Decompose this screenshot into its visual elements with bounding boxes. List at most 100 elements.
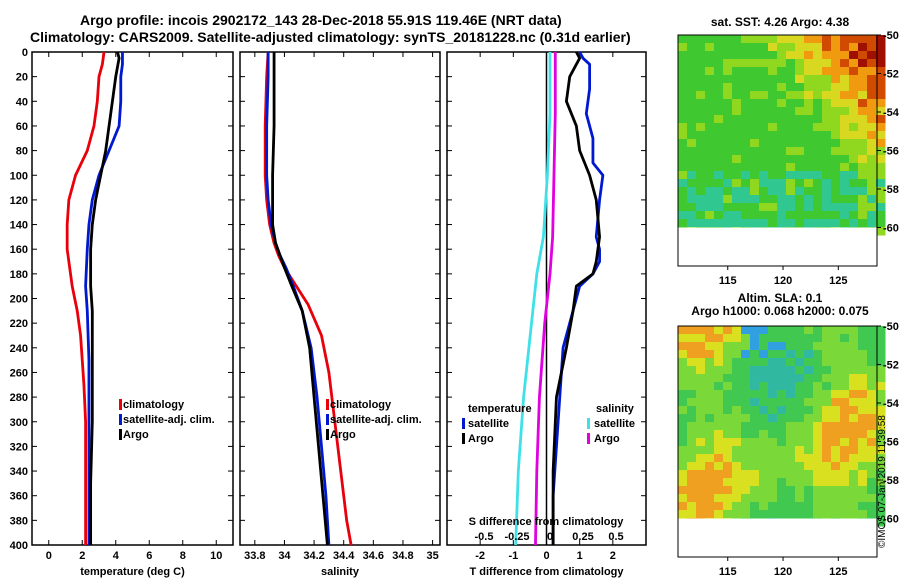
legend-swatch-temperature [119, 429, 122, 440]
sla-map-cell [813, 350, 823, 359]
sla-map-cell [804, 502, 814, 511]
sst-map-cell [768, 123, 778, 132]
sla-map-cell [750, 478, 760, 487]
sla-map-cell [705, 454, 715, 463]
sla-map-cell [678, 326, 688, 335]
sla-map-cell [822, 502, 832, 511]
series-line-difference-s-satellite [514, 52, 552, 546]
s-diff-tick-label: 0.5 [608, 531, 623, 543]
sla-map-cell [696, 406, 706, 415]
sst-map-cell [840, 171, 850, 180]
sst-map-cell [840, 35, 850, 44]
sla-map-cell [723, 398, 733, 407]
sst-map-cell [795, 195, 805, 204]
sla-map-cell [813, 462, 823, 471]
sst-map-cell [876, 83, 886, 92]
sla-map-cell [687, 446, 697, 455]
sla-map-cell [687, 486, 697, 495]
sst-map-cell [777, 139, 787, 148]
sla-map-cell [795, 398, 805, 407]
sst-map-cell [795, 219, 805, 228]
sst-map-cell [768, 115, 778, 124]
sla-map-cell [768, 414, 778, 423]
sst-map-cell [741, 91, 751, 100]
sla-map-cell [831, 486, 841, 495]
x-tick-label-temperature: 0 [46, 550, 52, 562]
sla-map-cell [849, 454, 859, 463]
sst-map-cell [750, 171, 760, 180]
sla-map-cell [867, 334, 877, 343]
sst-map-cell [678, 131, 688, 140]
x-tick-label-salinity: 34.8 [392, 550, 413, 562]
sla-map-cell [777, 502, 787, 511]
sst-map-cell [750, 139, 760, 148]
sst-map-cell [813, 91, 823, 100]
sla-map-cell [687, 326, 697, 335]
sst-map-cell [777, 195, 787, 204]
sla-map-cell [831, 414, 841, 423]
sla-map-cell [849, 414, 859, 423]
sst-map-cell [723, 83, 733, 92]
sla-map-cell [759, 454, 769, 463]
sla-map-cell [714, 390, 724, 399]
sla-map-cell [768, 502, 778, 511]
sla-map-cell [696, 486, 706, 495]
sst-map-cell [831, 155, 841, 164]
sla-map-cell [759, 486, 769, 495]
sst-map-cell [840, 163, 850, 172]
sst-map-cell [876, 99, 886, 108]
sla-map-cell [822, 430, 832, 439]
sla-map-cell [795, 470, 805, 479]
sla-map-cell [804, 430, 814, 439]
sla-map-cell [840, 382, 850, 391]
sst-map-cell [696, 171, 706, 180]
sla-map-cell [714, 398, 724, 407]
sla-map-cell [795, 446, 805, 455]
series-line-temperature-satellite-adj-clim- [84, 52, 124, 545]
sla-map-cell [849, 438, 859, 447]
sla-map-cell [876, 326, 886, 335]
sla-map-cell [831, 454, 841, 463]
sla-map-cell [804, 374, 814, 383]
sst-map-cell [750, 83, 760, 92]
sst-map-cell [795, 83, 805, 92]
sla-map-cell [813, 342, 823, 351]
sla-map-cell [741, 350, 751, 359]
sla-map-cell [759, 358, 769, 367]
sst-map-cell [741, 139, 751, 148]
sst-map-cell [813, 83, 823, 92]
sst-map-cell [759, 83, 769, 92]
sst-map-cell [858, 115, 868, 124]
sla-map-title: Altim. SLA: 0.1 [737, 291, 823, 305]
sst-map-cell [822, 51, 832, 60]
sla-map-cell [786, 374, 796, 383]
sst-map-cell [714, 195, 724, 204]
sla-map-cell [822, 422, 832, 431]
sst-map-cell [741, 211, 751, 220]
sla-map-cell [696, 470, 706, 479]
sla-map-cell [786, 486, 796, 495]
sst-map-cell [876, 155, 886, 164]
sla-map-cell [696, 358, 706, 367]
sla-map-cell [759, 398, 769, 407]
sla-map-cell [768, 446, 778, 455]
sla-map-cell [867, 342, 877, 351]
sla-map-cell [741, 342, 751, 351]
series-line-salinity-argo [271, 52, 329, 546]
sla-map-cell [732, 398, 742, 407]
sst-map-cell [678, 139, 688, 148]
sla-map-cell [867, 438, 877, 447]
sla-map-cell [705, 398, 715, 407]
sla-map-cell [813, 398, 823, 407]
sla-map-cell [741, 494, 751, 503]
sla-map-cell [867, 462, 877, 471]
sst-map-cell [732, 91, 742, 100]
sla-map-cell [822, 470, 832, 479]
sst-map-cell [741, 187, 751, 196]
sla-map-cell [867, 390, 877, 399]
sla-map-cell [696, 446, 706, 455]
sla-map-nodata [678, 518, 877, 557]
sla-map-cell [768, 470, 778, 479]
sst-map-cell [831, 171, 841, 180]
sst-map-cell [678, 35, 688, 44]
